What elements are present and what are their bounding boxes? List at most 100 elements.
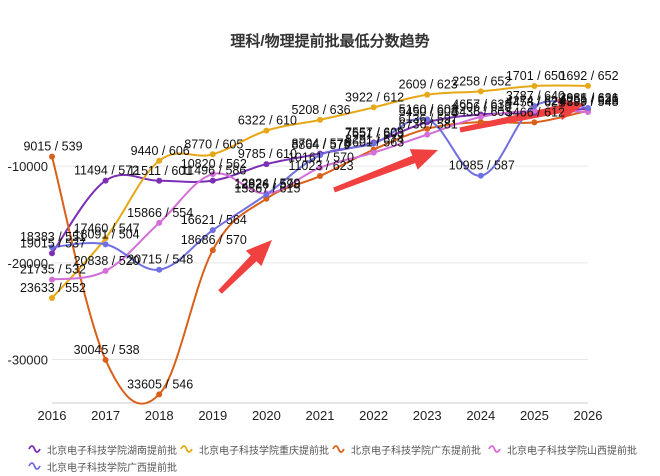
data-label: 3787 / 640 bbox=[506, 89, 565, 103]
data-point bbox=[477, 88, 484, 95]
data-label: 5450 / 608 bbox=[399, 105, 458, 119]
series-line bbox=[51, 100, 589, 271]
data-label: 8770 / 605 bbox=[184, 137, 243, 151]
legend-label: 北京电子科技学院山西提前批 bbox=[507, 446, 637, 457]
data-label: 33605 / 546 bbox=[127, 377, 193, 391]
x-tick-label: 2018 bbox=[145, 408, 174, 423]
data-point bbox=[263, 127, 270, 134]
data-label: 3922 / 612 bbox=[345, 90, 404, 104]
grid bbox=[52, 165, 588, 404]
data-label: 11494 / 572 bbox=[74, 164, 139, 178]
x-tick-label: 2023 bbox=[413, 408, 442, 423]
y-tick-label: -10000 bbox=[8, 159, 48, 174]
x-tick-label: 2020 bbox=[252, 408, 281, 423]
data-point bbox=[317, 164, 323, 171]
data-label: 23633 / 552 bbox=[20, 281, 86, 295]
legend-item[interactable]: 北京电子科技学院广西提前批 bbox=[28, 459, 177, 474]
trend-arrows bbox=[218, 98, 585, 294]
data-point bbox=[317, 173, 323, 180]
data-point bbox=[370, 104, 377, 111]
data-label: 4274 / 624 bbox=[506, 94, 565, 108]
data-label: 11496 / 586 bbox=[181, 164, 246, 178]
data-label: 4255 / 626 bbox=[559, 94, 618, 108]
y-tick-label: -20000 bbox=[8, 256, 48, 271]
chart-title: 理科/物理提前批最低分数趋势 bbox=[230, 33, 430, 50]
data-label: 17460 / 547 bbox=[74, 221, 140, 235]
data-label: 10820 / 562 bbox=[181, 157, 247, 171]
legend-label: 北京电子科技学院广东提前批 bbox=[351, 446, 481, 457]
data-label: 4055 / 636 bbox=[559, 92, 618, 106]
data-label: 9785 / 610 bbox=[238, 147, 297, 161]
legend-swatch-icon bbox=[28, 460, 41, 473]
data-point bbox=[263, 161, 270, 168]
data-point bbox=[156, 157, 163, 164]
data-label: 16621 / 564 bbox=[181, 213, 247, 227]
data-point bbox=[370, 140, 377, 147]
data-label: 5208 / 636 bbox=[291, 103, 350, 117]
data-label: 13367 / 615 bbox=[234, 182, 300, 196]
legend-item[interactable]: 北京电子科技学院重庆提前批 bbox=[180, 442, 329, 457]
data-label: 20838 / 520 bbox=[74, 254, 140, 268]
data-point bbox=[156, 266, 163, 273]
data-point bbox=[209, 227, 216, 234]
data-label: 18091 / 504 bbox=[74, 227, 140, 241]
data-label: 10985 / 587 bbox=[449, 159, 515, 173]
data-point bbox=[156, 391, 163, 398]
legend-swatch-icon bbox=[180, 443, 193, 456]
data-point bbox=[209, 151, 216, 158]
data-point bbox=[477, 119, 484, 126]
data-point bbox=[531, 107, 538, 114]
legend-label: 北京电子科技学院湖南提前批 bbox=[47, 446, 177, 457]
data-label: 30045 / 538 bbox=[74, 343, 140, 357]
data-point bbox=[317, 152, 323, 159]
data-label: 8704 / 578 bbox=[291, 137, 350, 151]
x-tick-label: 2025 bbox=[520, 408, 549, 423]
legend-swatch-icon bbox=[332, 443, 345, 456]
data-label: 9015 / 539 bbox=[23, 140, 82, 154]
data-points bbox=[49, 82, 591, 398]
data-label: 12926 / 598 bbox=[234, 177, 300, 191]
data-label: 3981 / 621 bbox=[559, 91, 618, 105]
data-label: 8291 / 574 bbox=[345, 133, 404, 147]
legend-swatch-icon bbox=[28, 443, 41, 456]
data-label: 4906 / 615 bbox=[452, 100, 511, 114]
data-point bbox=[209, 177, 216, 184]
legend-label: 北京电子科技学院重庆提前批 bbox=[199, 446, 329, 457]
data-point bbox=[317, 116, 323, 123]
data-point bbox=[49, 153, 55, 160]
data-label: 8864 / 579 bbox=[291, 138, 350, 152]
data-label: 15866 / 554 bbox=[127, 206, 193, 220]
data-label: 7651 / 603 bbox=[345, 126, 404, 140]
data-point bbox=[102, 241, 109, 248]
data-point bbox=[585, 82, 591, 89]
x-tick-label: 2024 bbox=[466, 408, 495, 423]
data-point bbox=[102, 177, 109, 184]
x-tick-label: 2026 bbox=[574, 408, 603, 423]
data-label: 11511 / 601 bbox=[128, 164, 192, 178]
data-point bbox=[49, 250, 55, 257]
x-tick-label: 2022 bbox=[359, 408, 388, 423]
data-point bbox=[424, 116, 431, 123]
x-tick-label: 2016 bbox=[38, 408, 67, 423]
legend-item[interactable]: 北京电子科技学院山西提前批 bbox=[488, 442, 637, 457]
data-label: 5436 / 603 bbox=[452, 105, 511, 119]
data-label: 6136 / 597 bbox=[399, 112, 458, 126]
data-label: 19015 / 537 bbox=[20, 236, 86, 250]
data-point bbox=[102, 356, 109, 363]
data-label: 1701 / 650 bbox=[506, 69, 565, 83]
data-point bbox=[209, 247, 216, 254]
legend-label: 北京电子科技学院广西提前批 bbox=[47, 463, 177, 474]
data-point bbox=[49, 294, 55, 301]
data-point bbox=[49, 244, 55, 251]
data-label: 4399 / 548 bbox=[559, 95, 618, 109]
legend-item[interactable]: 北京电子科技学院湖南提前批 bbox=[28, 442, 177, 457]
legend-item[interactable]: 北京电子科技学院广东提前批 bbox=[332, 442, 481, 457]
data-label: 1692 / 652 bbox=[559, 69, 618, 83]
data-label: 18383 / 551 bbox=[20, 230, 86, 244]
data-point bbox=[209, 171, 216, 178]
x-tick-label: 2021 bbox=[306, 408, 335, 423]
data-label: 6322 / 610 bbox=[238, 114, 297, 128]
x-tick-label: 2019 bbox=[198, 408, 227, 423]
